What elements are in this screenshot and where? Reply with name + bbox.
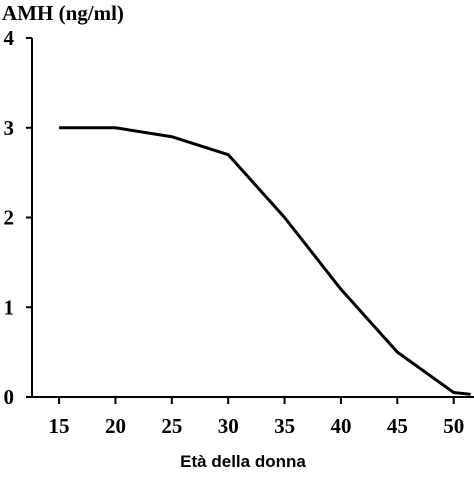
y-tick-label: 1 xyxy=(4,295,15,319)
x-axis-label: Età della donna xyxy=(180,452,306,471)
x-tick-label: 35 xyxy=(274,414,295,438)
x-tick-label: 30 xyxy=(218,414,239,438)
x-tick-label: 50 xyxy=(443,414,464,438)
y-tick-label: 3 xyxy=(4,116,15,140)
x-tick-label: 25 xyxy=(161,414,182,438)
y-tick-label: 4 xyxy=(4,26,15,50)
x-tick-label: 15 xyxy=(49,414,70,438)
x-tick-label: 45 xyxy=(387,414,408,438)
y-tick-label: 2 xyxy=(4,206,15,230)
x-tick-label: 40 xyxy=(330,414,351,438)
data-line xyxy=(59,126,471,396)
x-tick-label: 20 xyxy=(105,414,126,438)
y-tick-label: 0 xyxy=(4,385,15,409)
chart-title: AMH (ng/ml) xyxy=(2,1,124,25)
